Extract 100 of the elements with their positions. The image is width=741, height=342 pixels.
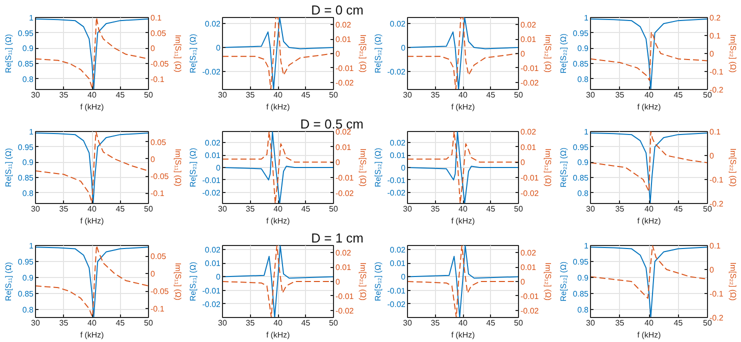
y2-tick-label: 0 [710, 50, 714, 58]
y-tick-label: 0.9 [22, 274, 34, 282]
x-axis-title: f (kHz) [637, 330, 662, 340]
y-axis-title: Re[S₂₂] (Ω) [558, 261, 568, 302]
x-tick-label: 30 [586, 204, 596, 214]
y2-tick-label: 0.02 [520, 248, 537, 258]
x-tick-label: 35 [246, 90, 256, 100]
y-axis-title: Re[S₂₂] (Ω) [558, 147, 568, 188]
x-tick-label: 30 [403, 204, 412, 214]
x-tick-label: 30 [403, 318, 412, 328]
y-tick-label: 0.01 [204, 259, 222, 268]
y2-axis-title: Im[S₁₂] (Ω) [544, 262, 553, 301]
y2-tick-label: -0.01 [336, 173, 354, 182]
y-tick-label: 0.95 [18, 142, 34, 152]
y2-tick-label: -0.2 [710, 314, 724, 322]
y-tick-label: 0.02 [390, 246, 406, 255]
y2-axis-title: Im[S₁₂] (Ω) [544, 148, 553, 187]
y2-axis-title: Im[S₂₂] (Ω) [728, 148, 738, 188]
y-tick-label: 0.8 [577, 188, 590, 198]
x-tick-label: 40 [88, 204, 97, 214]
x-tick-label: 50 [144, 204, 154, 214]
x-tick-label: 40 [274, 90, 283, 100]
y-tick-label: 0.95 [18, 258, 34, 266]
y2-tick-label: 0 [520, 50, 526, 58]
y2-tick-label: -0.1 [710, 290, 724, 298]
x-tick-label: 40 [644, 318, 654, 328]
x-tick-label: 45 [116, 90, 126, 100]
y-axis-title: Re[S₁₂] (Ω) [373, 33, 382, 74]
y-tick-label: 0.9 [22, 44, 34, 54]
x-tick-label: 35 [430, 90, 440, 100]
x-tick-label: 30 [31, 90, 40, 100]
x-axis-title: f (kHz) [451, 216, 476, 226]
y2-tick-label: -0.2 [710, 200, 724, 208]
y2-tick-label: -0.1 [150, 189, 165, 198]
y-tick-label: 0.01 [390, 151, 406, 160]
y-tick-label: 1 [29, 14, 34, 22]
x-tick-label: 30 [586, 90, 596, 100]
x-tick-label: 50 [514, 318, 524, 328]
x-tick-label: 40 [274, 318, 283, 328]
x-tick-label: 50 [703, 90, 712, 100]
x-tick-label: 45 [301, 318, 311, 328]
x-tick-label: 50 [329, 204, 338, 214]
line-series [590, 18, 708, 90]
y-tick-label: -0.02 [387, 68, 406, 76]
x-axis-title: f (kHz) [637, 216, 662, 226]
y-tick-label: 1 [584, 242, 590, 250]
y2-tick-label: 0 [336, 158, 340, 168]
x-axis-title: f (kHz) [637, 102, 662, 112]
x-tick-label: 35 [615, 318, 625, 328]
x-tick-label: 50 [514, 204, 524, 214]
y2-tick-label: 0.02 [520, 128, 537, 136]
y2-tick-label: -0.02 [520, 188, 540, 198]
y2-tick-label: -0.1 [710, 68, 724, 76]
y2-axis-title: Im[S₁₁] (Ω) [174, 148, 183, 187]
y-axis-title: Re[S₂₂] (Ω) [558, 33, 568, 74]
y-axis-title: Re[S₁₁] (Ω) [4, 148, 13, 187]
x-tick-label: 45 [674, 204, 684, 214]
y2-tick-label: 0.2 [710, 14, 722, 22]
x-tick-label: 50 [703, 318, 712, 328]
y-tick-label: 0.8 [22, 74, 34, 84]
x-tick-label: 40 [644, 204, 654, 214]
y-tick-label: 0.85 [18, 173, 34, 182]
y2-tick-label: 0.01 [336, 263, 352, 272]
y-tick-label: 0.02 [390, 20, 406, 28]
chart-title: D = 1 cm [311, 230, 364, 246]
x-tick-label: 35 [615, 204, 625, 214]
y-tick-label: 0.9 [577, 44, 590, 54]
x-tick-label: 45 [116, 204, 126, 214]
y2-tick-label: 0 [150, 154, 156, 164]
x-axis-title: f (kHz) [80, 102, 104, 112]
y-tick-label: -0.01 [387, 176, 406, 185]
y-axis-title: Re[S₁₂] (Ω) [373, 147, 382, 188]
y-tick-label: 0.02 [204, 138, 222, 148]
y-tick-label: 1 [29, 242, 34, 250]
y2-tick-label: -0.05 [150, 59, 170, 68]
x-axis-title: f (kHz) [451, 330, 476, 340]
y2-tick-label: -0.01 [520, 173, 540, 182]
y-tick-label: -0.01 [387, 286, 406, 296]
y-tick-label: 0.02 [390, 138, 406, 148]
y-tick-label: 0.9 [22, 158, 34, 168]
y2-tick-label: 0 [710, 152, 714, 160]
y2-tick-label: 0 [150, 44, 156, 54]
y2-tick-label: 0 [520, 278, 526, 286]
x-tick-label: 30 [586, 318, 596, 328]
y2-tick-label: -0.01 [520, 292, 540, 301]
x-tick-label: 40 [274, 204, 283, 214]
y2-tick-label: 0.05 [150, 138, 167, 147]
x-tick-label: 30 [31, 318, 40, 328]
x-tick-label: 30 [218, 204, 228, 214]
y-axis-title: Re[S₁₂] (Ω) [373, 261, 382, 302]
y-tick-label: 0.95 [572, 142, 590, 152]
y2-tick-label: 0 [336, 278, 340, 286]
y2-axis-title: Im[S₁₂] (Ω) [544, 34, 553, 73]
y-tick-label: 0.95 [18, 28, 34, 38]
y2-axis-title: Im[S₂₂] (Ω) [728, 262, 738, 302]
y-tick-label: 0 [401, 164, 406, 172]
y2-tick-label: 0 [520, 158, 526, 168]
x-axis-title: f (kHz) [80, 216, 104, 226]
x-tick-label: 40 [458, 90, 468, 100]
y-tick-label: 0.01 [204, 151, 222, 160]
